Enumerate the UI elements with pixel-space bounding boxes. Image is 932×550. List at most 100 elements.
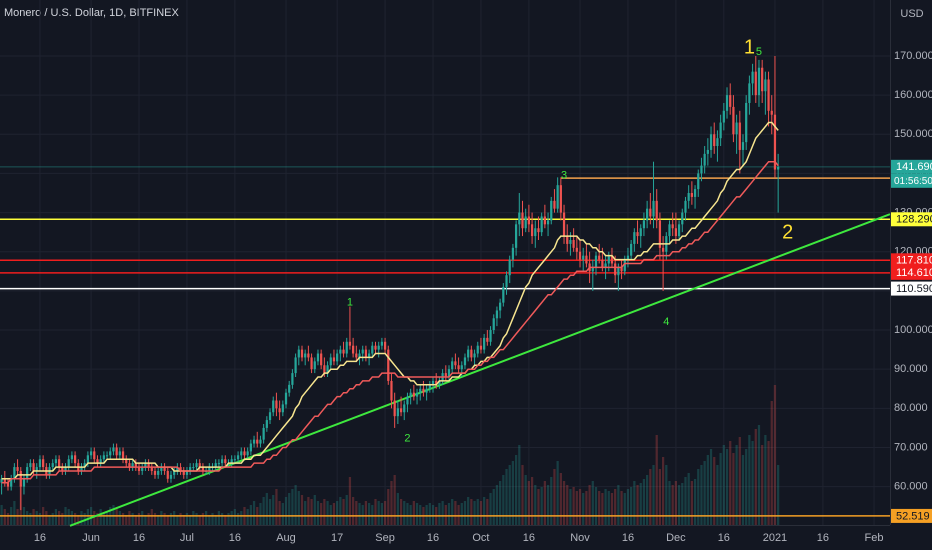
volume-bar	[495, 485, 499, 525]
volume-bar	[636, 485, 639, 525]
volume-bar	[617, 485, 620, 525]
price-label-box	[891, 212, 932, 227]
candle-body	[128, 463, 131, 468]
candle-body	[735, 122, 738, 135]
volume-bar	[348, 477, 352, 525]
x-tick-label: Aug	[276, 532, 296, 544]
volume-bar	[604, 489, 607, 525]
candle-body	[26, 467, 29, 479]
volume-bar	[483, 497, 486, 525]
candle-body	[492, 318, 495, 331]
volume-bar	[415, 503, 419, 525]
volume-bar	[396, 493, 399, 525]
x-tick-label: 16	[133, 532, 145, 544]
candle-body	[201, 467, 205, 471]
volume-bar	[467, 497, 470, 525]
volume-bar	[764, 435, 767, 525]
candle-body	[304, 353, 307, 358]
candle-body	[99, 459, 102, 464]
volume-bar	[371, 505, 374, 525]
volume-bar	[550, 477, 553, 525]
volume-bar	[399, 499, 403, 525]
volume-bar	[566, 485, 569, 525]
candle-body	[693, 189, 697, 197]
candle-body	[118, 451, 121, 456]
volume-bar	[671, 485, 674, 525]
volume-bar	[310, 499, 313, 525]
volume-bar	[291, 489, 294, 525]
volume-bar	[502, 475, 505, 525]
volume-bar	[630, 487, 633, 525]
candle-body	[256, 439, 259, 444]
candle-body	[546, 220, 550, 225]
volume-bar	[406, 503, 409, 525]
volume-bar	[652, 465, 655, 525]
candle-body	[192, 467, 195, 469]
price-label: 128.290	[896, 214, 932, 226]
candle-body	[0, 478, 3, 483]
volume-bar	[201, 513, 205, 525]
candle-body	[770, 110, 773, 115]
candle-body	[661, 247, 665, 252]
moving-average	[1, 160, 779, 484]
candle-body	[323, 365, 326, 374]
volume-bar	[703, 461, 706, 525]
volume-bar	[767, 441, 770, 525]
volume-bar	[719, 453, 722, 525]
candle-body	[591, 267, 594, 272]
candle-body	[348, 341, 352, 346]
candle-body	[569, 239, 572, 244]
candle-body	[102, 455, 105, 460]
volume-bar	[345, 495, 348, 525]
candle-body	[556, 185, 559, 209]
volume-bar	[428, 503, 431, 525]
volume-bar	[729, 441, 732, 525]
candle-body	[700, 165, 703, 174]
candle-body	[409, 392, 412, 397]
candle-body	[486, 337, 489, 342]
price-label: 110.590	[896, 283, 932, 295]
y-tick-label: 150.000	[894, 128, 932, 140]
candle-body	[179, 467, 182, 471]
candle-body	[505, 275, 508, 287]
candle-body	[16, 467, 19, 471]
x-tick-label: 17	[331, 532, 343, 544]
candle-body	[639, 228, 642, 237]
candle-body	[620, 267, 623, 272]
volume-bar	[313, 495, 316, 525]
candle-body	[380, 341, 384, 346]
candle-body	[748, 83, 751, 103]
volume-bar	[45, 511, 48, 525]
volume-bar	[38, 513, 42, 525]
volume-bar	[725, 449, 729, 525]
volume-bar	[761, 445, 764, 525]
candle-body	[243, 451, 246, 456]
volume-bar	[460, 503, 463, 525]
y-tick-label: 100.000	[894, 324, 932, 336]
volume-bar	[607, 491, 610, 525]
candle-body	[252, 439, 256, 444]
candle-body	[585, 255, 588, 264]
volume-bar	[681, 483, 684, 525]
x-tick-label: 16	[718, 532, 730, 544]
candle-body	[431, 380, 435, 385]
candle-body	[51, 463, 54, 468]
volume-bar	[233, 509, 237, 525]
price-label-box	[891, 265, 932, 280]
candle-body	[189, 467, 192, 471]
candle-body	[684, 200, 687, 213]
candle-body	[553, 200, 556, 209]
volume-bar	[137, 513, 141, 525]
candle-body	[73, 455, 77, 464]
candle-body	[109, 451, 112, 456]
volume-bar	[304, 501, 307, 525]
volume-bar	[265, 493, 268, 525]
candle-body	[387, 349, 390, 381]
candle-body	[540, 216, 543, 233]
volume-bar	[262, 497, 265, 525]
volume-bar	[521, 465, 524, 525]
candle-body	[390, 380, 393, 401]
candle-body	[224, 459, 227, 464]
candle-body	[626, 255, 630, 260]
